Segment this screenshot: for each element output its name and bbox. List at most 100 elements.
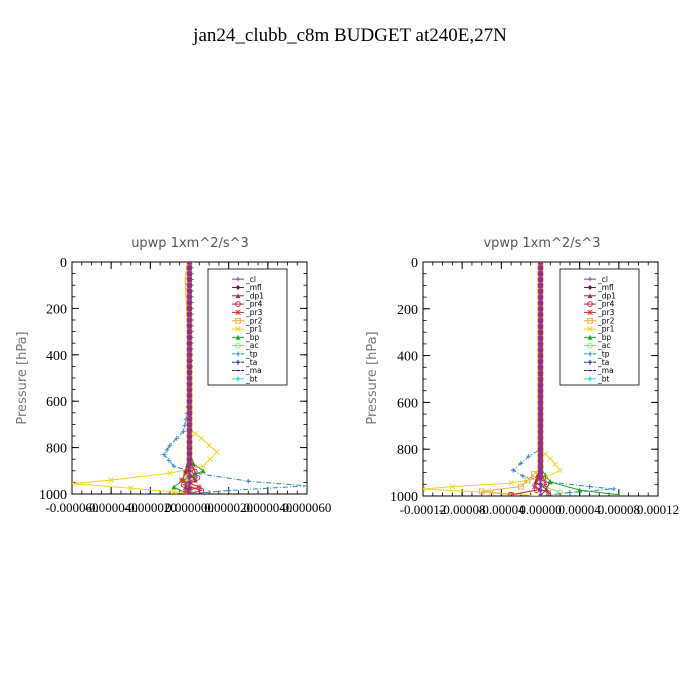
data-point-tp (166, 457, 172, 463)
data-point-cl (187, 335, 192, 340)
data-point-pr3 (182, 488, 189, 494)
legend-label-ta: _ta (245, 358, 257, 367)
legend-box (207, 268, 288, 386)
data-point-cl (187, 352, 192, 358)
y-tick-label: 1000 (390, 490, 418, 505)
data-point-dp1 (533, 479, 539, 485)
legend-marker-pr4 (587, 301, 593, 307)
data-point-pr1 (200, 463, 206, 469)
x-tick-label: 0.000000 (165, 500, 214, 515)
data-point-cl (187, 262, 192, 265)
data-point-pr3 (545, 489, 552, 496)
data-point-bp (171, 484, 177, 490)
data-point-cl (187, 294, 192, 300)
data-point-tp (181, 428, 187, 434)
legend-vpwp: _cl_mfl_dp1_pr4_pr3_pr2_pr1_bp_ac_tp_ta_… (559, 268, 640, 386)
data-point-tp (567, 490, 573, 495)
y-axis-label-vpwp: Pressure [hPa] (365, 331, 380, 424)
legend-marker-pr1 (235, 326, 241, 332)
data-point-cl (187, 317, 192, 323)
series-group-vpwp (423, 262, 621, 496)
x-tick-label: -0.000040 (85, 500, 138, 515)
legend-label-pr2: _pr2 (597, 316, 615, 325)
legend-marker-bt (587, 376, 593, 382)
data-point-cl (538, 446, 543, 452)
data-point-tp (304, 483, 307, 489)
data-point-cl (187, 300, 192, 305)
legend-label-pr4: _pr4 (245, 300, 263, 309)
legend-label-ma: _ma (597, 366, 614, 375)
data-point-cl (538, 394, 543, 399)
data-point-cl (538, 452, 543, 458)
legend-marker-cl (587, 276, 593, 282)
data-point-cl (187, 271, 192, 276)
data-point-cl (538, 300, 543, 306)
data-point-cl (538, 400, 543, 405)
legend-marker-pr2 (587, 317, 593, 324)
data-point-pr2 (518, 483, 524, 490)
data-point-tp (587, 484, 592, 490)
legend-label-pr1: _pr1 (597, 325, 615, 334)
x-tick-label: -0.00008 (439, 502, 486, 517)
data-point-cl (538, 411, 543, 417)
legend-marker-ta (235, 359, 241, 365)
data-point-pr4 (198, 487, 205, 494)
data-point-cl (538, 283, 543, 288)
panel-vpwp: vpwp 1xm^2/s^3 Pressure [hPa] -0.00012-0… (365, 236, 679, 517)
data-point-cl (538, 423, 543, 429)
legend-marker-tp (587, 351, 593, 357)
data-point-cl (187, 491, 192, 494)
data-point-pr1 (449, 483, 456, 490)
legend-box (559, 268, 640, 386)
panel-title-vpwp: vpwp 1xm^2/s^3 (483, 236, 600, 251)
x-tick-label: 0.000040 (243, 500, 292, 515)
data-point-cl (538, 359, 543, 364)
y-tick-label: 400 (397, 350, 418, 365)
data-point-pr1 (214, 449, 220, 455)
x-tick-label: 0.000060 (283, 500, 332, 515)
data-point-cl (538, 347, 543, 353)
legend-upwp: _cl_mfl_dp1_pr4_pr3_pr2_pr1_bp_ac_tp_ta_… (207, 268, 288, 386)
data-point-cl (187, 306, 192, 311)
y-tick-label: 1000 (39, 488, 67, 503)
legend-label-bp: _bp (597, 333, 612, 342)
legend-label-dp1: _dp1 (245, 291, 264, 300)
data-point-tp (164, 447, 170, 453)
data-point-pr1 (108, 477, 114, 483)
data-point-cl (187, 433, 192, 439)
legend-label-pr4: _pr4 (597, 300, 615, 309)
data-point-cl (538, 388, 543, 394)
legend-label-tp: _tp (597, 350, 610, 359)
data-point-bp (200, 468, 206, 474)
legend-label-ma: _ma (245, 366, 262, 375)
data-point-tp (226, 488, 232, 493)
data-point-bp (617, 492, 621, 496)
data-point-cl (187, 340, 192, 346)
data-point-cl (187, 393, 192, 398)
data-point-pr1 (547, 455, 554, 462)
data-point-cl (538, 323, 543, 329)
data-point-cl (538, 294, 543, 300)
y-tick-label: 800 (46, 442, 67, 457)
x-tick-label: 0.00012 (637, 502, 679, 517)
data-point-tp (520, 473, 526, 479)
data-point-cl (187, 277, 192, 282)
x-tick-label: -0.00012 (400, 502, 447, 517)
data-point-dp1 (183, 468, 188, 474)
data-point-cl (538, 417, 543, 423)
data-point-cl (538, 481, 543, 487)
data-point-tp (518, 460, 524, 466)
x-tick-label: -0.000020 (124, 500, 177, 515)
y-tick-label: 800 (397, 443, 418, 458)
x-tick-label: 0.00004 (559, 502, 602, 517)
legend-marker-dp1 (587, 293, 593, 299)
data-point-cl (187, 480, 192, 485)
legend-marker-pr3 (587, 309, 593, 316)
data-point-pr1 (207, 456, 213, 462)
y-tick-label: 0 (411, 256, 418, 271)
data-point-tp (611, 486, 617, 492)
data-point-cl (187, 358, 192, 363)
data-point-pr1 (128, 485, 134, 491)
data-point-pr1 (423, 486, 426, 492)
data-point-pr1 (192, 430, 199, 437)
